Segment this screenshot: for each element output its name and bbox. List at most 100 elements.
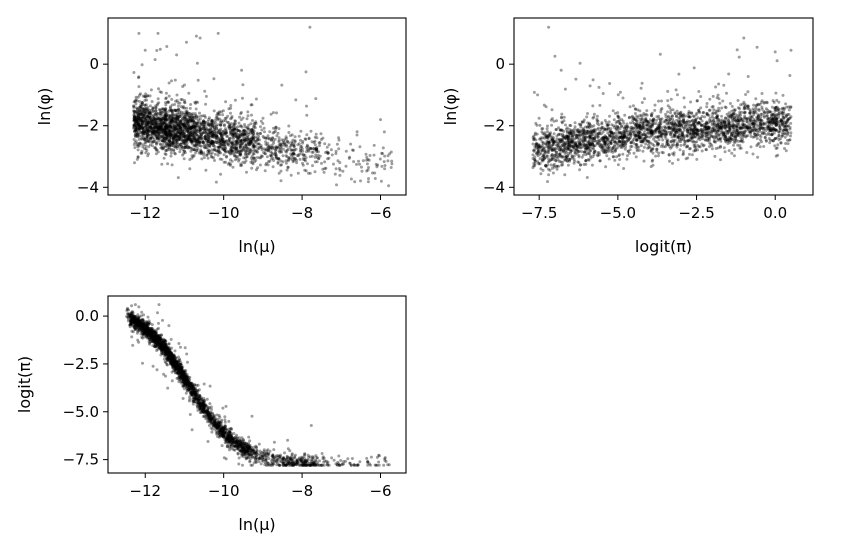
scatter-point — [313, 135, 317, 139]
scatter-point — [132, 116, 136, 120]
scatter-point — [186, 113, 190, 117]
scatter-point — [141, 113, 144, 117]
scatter-point — [197, 136, 201, 140]
scatter-point — [277, 157, 281, 161]
scatter-point — [281, 154, 285, 158]
scatter-point — [169, 136, 173, 140]
scatter-point — [210, 140, 214, 143]
scatter-point — [169, 109, 173, 112]
scatter-point — [153, 58, 157, 62]
scatter-point — [136, 145, 140, 148]
scatter-point — [764, 139, 768, 143]
scatter-point — [295, 158, 299, 162]
scatter-point — [132, 119, 136, 123]
scatter-point — [190, 126, 194, 130]
scatter-point — [656, 142, 659, 146]
scatter-point — [168, 134, 172, 138]
scatter-point — [203, 114, 207, 118]
scatter-point — [640, 81, 644, 85]
scatter-point — [717, 82, 721, 86]
scatter-point — [234, 146, 238, 150]
scatter-point — [153, 146, 157, 150]
scatter-point — [204, 130, 208, 134]
scatter-point — [189, 118, 193, 122]
scatter-point — [160, 134, 164, 137]
scatter-point — [163, 129, 167, 133]
scatter-point — [349, 142, 353, 146]
scatter-point — [639, 113, 643, 117]
scatter-point — [236, 141, 240, 145]
scatter-point — [235, 140, 239, 144]
scatter-point — [299, 144, 303, 148]
scatter-point — [148, 119, 152, 123]
scatter-point — [250, 139, 254, 143]
scatter-point — [549, 137, 553, 141]
scatter-point — [169, 154, 173, 158]
scatter-point — [150, 131, 154, 135]
scatter-point — [669, 140, 673, 144]
scatter-point — [168, 139, 171, 143]
scatter-point — [199, 126, 202, 129]
scatter-point — [683, 123, 687, 127]
scatter-point — [669, 97, 673, 101]
scatter-point — [157, 119, 160, 123]
scatter-point — [216, 131, 220, 135]
scatter-point — [142, 109, 146, 113]
scatter-point — [154, 112, 157, 116]
scatter-point — [284, 143, 288, 147]
scatter-point — [303, 154, 307, 157]
scatter-point — [710, 105, 714, 109]
scatter-point — [149, 126, 153, 130]
scatter-point — [220, 135, 224, 139]
scatter-point — [323, 142, 327, 146]
scatter-point — [289, 148, 293, 152]
scatter-point — [206, 123, 210, 127]
scatter-point — [583, 139, 587, 143]
scatter-point — [309, 129, 313, 133]
scatter-point — [226, 149, 230, 153]
scatter-point — [160, 123, 164, 127]
scatter-point — [136, 122, 139, 126]
scatter-point — [247, 137, 251, 141]
scatter-point — [597, 85, 601, 89]
scatter-point — [279, 142, 283, 146]
scatter-point — [274, 155, 278, 159]
scatter-point — [135, 120, 139, 124]
scatter-point — [274, 151, 278, 155]
scatter-point — [763, 135, 767, 139]
scatter-point — [778, 126, 782, 130]
scatter-point — [723, 150, 727, 154]
scatter-point — [136, 148, 140, 152]
scatter-point — [365, 158, 369, 162]
scatter-point — [168, 146, 171, 150]
scatter-point — [141, 94, 145, 98]
scatter-point — [148, 115, 152, 119]
scatter-point — [614, 131, 618, 135]
scatter-point — [143, 95, 147, 99]
scatter-point — [144, 114, 148, 118]
scatter-point — [170, 79, 173, 83]
scatter-point — [181, 130, 185, 134]
scatter-point — [555, 134, 559, 138]
scatter-point — [160, 162, 164, 166]
scatter-point — [195, 61, 199, 65]
scatter-point — [200, 122, 204, 126]
scatter-point — [279, 146, 283, 150]
scatter-point — [236, 125, 240, 129]
scatter-point — [592, 151, 596, 154]
scatter-point — [155, 130, 159, 133]
scatter-point — [170, 121, 174, 125]
scatter-point — [634, 155, 638, 159]
scatter-point — [192, 134, 196, 138]
scatter-point — [200, 137, 203, 141]
scatter-point — [154, 106, 158, 110]
scatter-point — [291, 160, 295, 164]
scatter-point — [173, 134, 177, 137]
scatter-point — [276, 161, 280, 165]
scatter-point — [174, 121, 178, 125]
scatter-point — [176, 124, 180, 128]
scatter-point — [172, 142, 176, 145]
scatter-point — [137, 115, 141, 119]
scatter-point — [383, 167, 387, 171]
scatter-point — [272, 146, 276, 150]
